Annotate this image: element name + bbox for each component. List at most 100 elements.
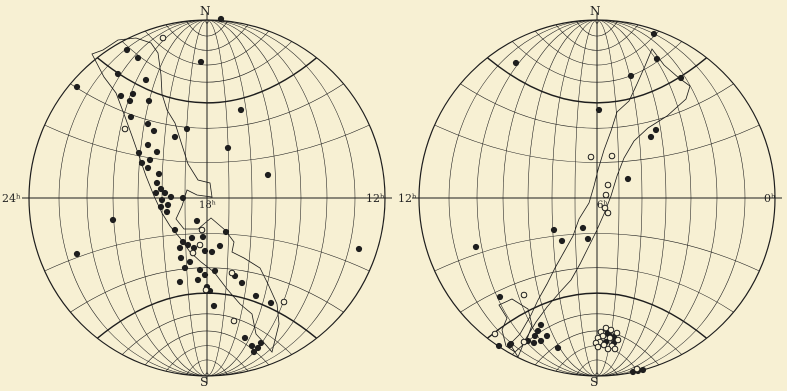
filled-marker xyxy=(167,193,175,201)
chart-left-grid xyxy=(22,12,392,384)
filled-marker xyxy=(543,332,551,340)
open-marker xyxy=(189,249,197,257)
open-marker xyxy=(633,365,641,373)
open-marker xyxy=(121,125,129,133)
filled-marker xyxy=(183,125,191,133)
filled-marker xyxy=(627,72,635,80)
open-marker xyxy=(230,317,238,325)
filled-marker xyxy=(176,278,184,286)
filled-marker xyxy=(506,341,514,349)
chart-left-center-label: 18ʰ xyxy=(199,200,216,211)
chart-left-west-label: 24ʰ xyxy=(2,192,21,205)
filled-marker xyxy=(135,149,143,157)
filled-marker xyxy=(126,97,134,105)
filled-marker xyxy=(158,196,166,204)
open-marker xyxy=(607,326,615,334)
filled-marker xyxy=(639,366,647,374)
filled-marker xyxy=(117,92,125,100)
open-marker xyxy=(198,226,206,234)
filled-marker xyxy=(109,216,117,224)
open-marker xyxy=(594,343,602,351)
filled-marker xyxy=(211,267,219,275)
open-marker xyxy=(228,269,236,277)
filled-marker xyxy=(134,54,142,62)
filled-marker xyxy=(123,46,131,54)
filled-marker xyxy=(129,90,137,98)
filled-marker xyxy=(153,148,161,156)
filled-marker xyxy=(534,327,542,335)
filled-marker xyxy=(176,244,184,252)
filled-marker xyxy=(150,127,158,135)
chart-right-west-label: 12ʰ xyxy=(398,192,417,205)
filled-marker xyxy=(171,226,179,234)
open-marker xyxy=(604,209,612,217)
filled-marker xyxy=(197,58,205,66)
filled-marker xyxy=(127,113,135,121)
filled-marker xyxy=(650,30,658,38)
filled-marker xyxy=(217,15,225,23)
filled-marker xyxy=(241,334,249,342)
chart-left-markers xyxy=(73,15,363,356)
filled-marker xyxy=(177,254,185,262)
filled-marker xyxy=(208,248,216,256)
filled-marker xyxy=(163,208,171,216)
filled-marker xyxy=(495,342,503,350)
filled-marker xyxy=(196,266,204,274)
filled-marker xyxy=(188,234,196,242)
filled-marker xyxy=(157,203,165,211)
filled-marker xyxy=(73,250,81,258)
chart-right-east-label: 0ʰ xyxy=(764,192,776,205)
open-marker xyxy=(613,329,621,337)
filled-marker xyxy=(179,238,187,246)
filled-marker xyxy=(193,217,201,225)
filled-marker xyxy=(144,164,152,172)
filled-marker xyxy=(145,97,153,105)
chart-left-east-label: 12ʰ xyxy=(366,192,385,205)
filled-marker xyxy=(248,342,256,350)
filled-marker xyxy=(155,170,163,178)
filled-marker xyxy=(144,120,152,128)
open-marker xyxy=(280,298,288,306)
filled-marker xyxy=(584,235,592,243)
open-marker xyxy=(608,152,616,160)
filled-marker xyxy=(496,293,504,301)
filled-marker xyxy=(531,332,539,340)
chart-left: N S 24ʰ 12ʰ 18ʰ xyxy=(2,4,392,389)
filled-marker xyxy=(179,194,187,202)
filled-marker xyxy=(184,241,192,249)
open-marker xyxy=(606,334,614,342)
open-marker xyxy=(587,153,595,161)
chart-right: N S 12ʰ 0ʰ 6ʰ xyxy=(398,4,782,389)
chart-right-grid xyxy=(412,12,782,384)
filled-marker xyxy=(652,126,660,134)
open-marker xyxy=(520,338,528,346)
chart-left-south-label: S xyxy=(200,375,208,387)
filled-marker xyxy=(647,133,655,141)
open-marker xyxy=(491,330,499,338)
filled-marker xyxy=(472,243,480,251)
filled-marker xyxy=(537,321,545,329)
filled-marker xyxy=(146,156,154,164)
open-marker xyxy=(202,286,210,294)
filled-marker xyxy=(153,179,161,187)
filled-marker xyxy=(222,228,230,236)
filled-marker xyxy=(250,348,258,356)
chart-right-north-label: N xyxy=(590,4,601,18)
open-marker xyxy=(602,191,610,199)
filled-marker xyxy=(579,224,587,232)
chart-right-south-label: S xyxy=(590,375,598,387)
open-marker xyxy=(159,34,167,42)
chart-left-open-markers xyxy=(121,34,288,325)
filled-marker xyxy=(201,271,209,279)
filled-marker xyxy=(355,245,363,253)
filled-marker xyxy=(550,226,558,234)
filled-marker xyxy=(653,55,661,63)
filled-marker xyxy=(171,133,179,141)
open-marker xyxy=(611,345,619,353)
chart-right-open-markers xyxy=(491,152,641,373)
filled-marker xyxy=(238,279,246,287)
filled-marker xyxy=(257,339,265,347)
filled-marker xyxy=(210,302,218,310)
filled-marker xyxy=(595,106,603,114)
